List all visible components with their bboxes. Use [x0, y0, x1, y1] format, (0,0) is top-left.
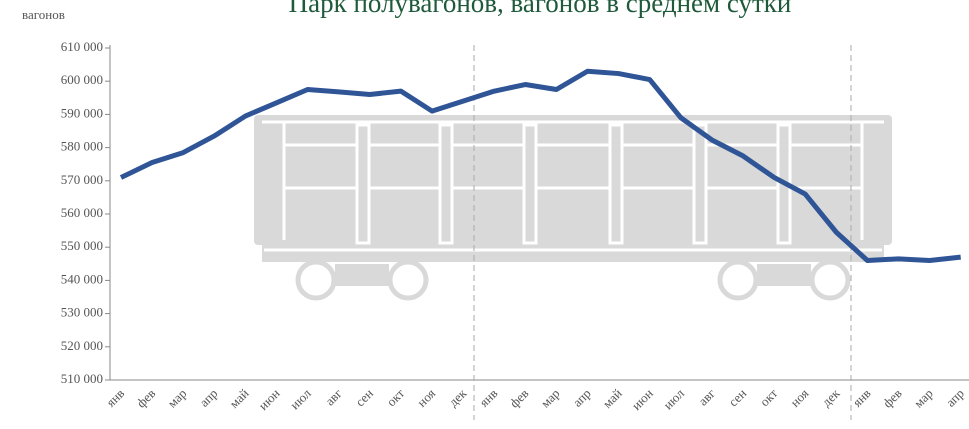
x-tick-label: июн	[255, 386, 282, 413]
x-tick-label: авг	[322, 386, 345, 409]
x-tick-label: мар	[538, 386, 563, 411]
x-tick-label: авг	[695, 386, 718, 409]
x-tick-label: фев	[507, 386, 532, 411]
x-tick-label: мар	[911, 386, 936, 411]
x-tick-label: июл	[287, 385, 314, 412]
y-tick-label: 520 000	[61, 338, 103, 353]
x-tick-label: окт	[384, 385, 408, 409]
x-tick-label: июн	[629, 386, 656, 413]
y-tick-label: 610 000	[61, 39, 103, 54]
x-tick-label: июл	[660, 385, 687, 412]
y-tick-label: 540 000	[61, 271, 103, 286]
y-tick-label: 510 000	[61, 371, 103, 386]
x-tick-label: апр	[943, 386, 967, 410]
x-tick-label: мар	[164, 386, 189, 411]
y-axis-label: вагонов	[22, 7, 65, 22]
y-tick-label: 580 000	[61, 139, 103, 154]
y-tick-label: 550 000	[61, 238, 103, 253]
x-tick-label: апр	[570, 386, 594, 410]
x-tick-label: фев	[880, 386, 905, 411]
y-tick-label: 530 000	[61, 305, 103, 320]
x-tick-label: дек	[445, 385, 469, 409]
x-tick-label: май	[226, 386, 251, 411]
x-tick-label: янв	[850, 386, 874, 410]
x-tick-label: май	[599, 386, 624, 411]
x-tick-label: янв	[103, 386, 127, 410]
y-tick-label: 570 000	[61, 172, 103, 187]
wagon-illustration	[254, 115, 892, 301]
x-tick-label: ноя	[787, 386, 811, 410]
x-tick-label: сен	[725, 386, 749, 410]
x-tick-label: сен	[352, 386, 376, 410]
y-tick-label: 590 000	[61, 105, 103, 120]
y-tick-label: 560 000	[61, 205, 103, 220]
y-tick-label: 600 000	[61, 72, 103, 87]
x-tick-label: фев	[133, 386, 158, 411]
line-series	[119, 68, 961, 263]
x-tick-label: окт	[757, 385, 781, 409]
x-tick-label: ноя	[414, 386, 438, 410]
x-tick-label: апр	[196, 386, 220, 410]
chart-title: Парк полувагонов, вагонов в среднем сутк…	[289, 0, 792, 18]
x-tick-label: дек	[819, 385, 843, 409]
x-tick-label: янв	[476, 386, 500, 410]
